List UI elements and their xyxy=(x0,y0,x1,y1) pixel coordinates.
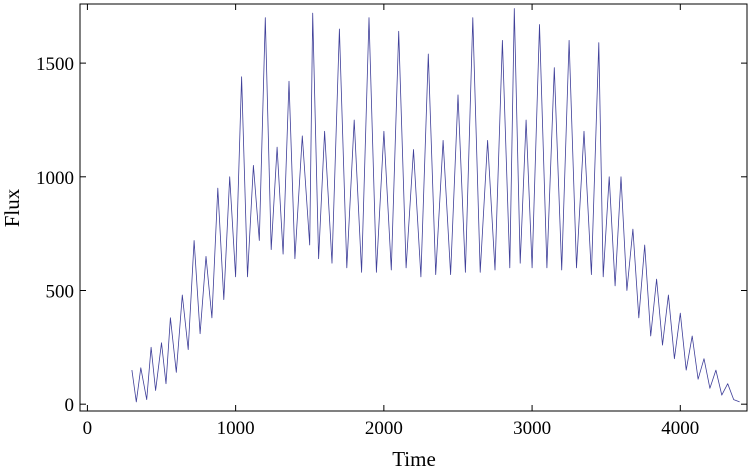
y-tick-label: 0 xyxy=(65,395,75,416)
x-axis: 0 1000 2000 3000 4000 xyxy=(83,4,699,439)
plot-area xyxy=(79,3,748,412)
x-tick-label: 3000 xyxy=(513,418,551,439)
y-tick-label: 1000 xyxy=(36,168,74,189)
x-axis-title: Time xyxy=(392,447,436,471)
plot-frame xyxy=(79,3,748,412)
y-axis-title: Flux xyxy=(0,188,24,227)
series-flux-line xyxy=(131,8,740,403)
y-tick-label: 1500 xyxy=(36,54,74,75)
y-axis: 0 500 1000 1500 xyxy=(36,54,747,416)
y-tick-label: 500 xyxy=(46,281,75,302)
x-tick-label: 0 xyxy=(83,418,93,439)
x-tick-label: 4000 xyxy=(661,418,699,439)
x-tick-label: 2000 xyxy=(365,418,403,439)
x-tick-label: 1000 xyxy=(217,418,255,439)
